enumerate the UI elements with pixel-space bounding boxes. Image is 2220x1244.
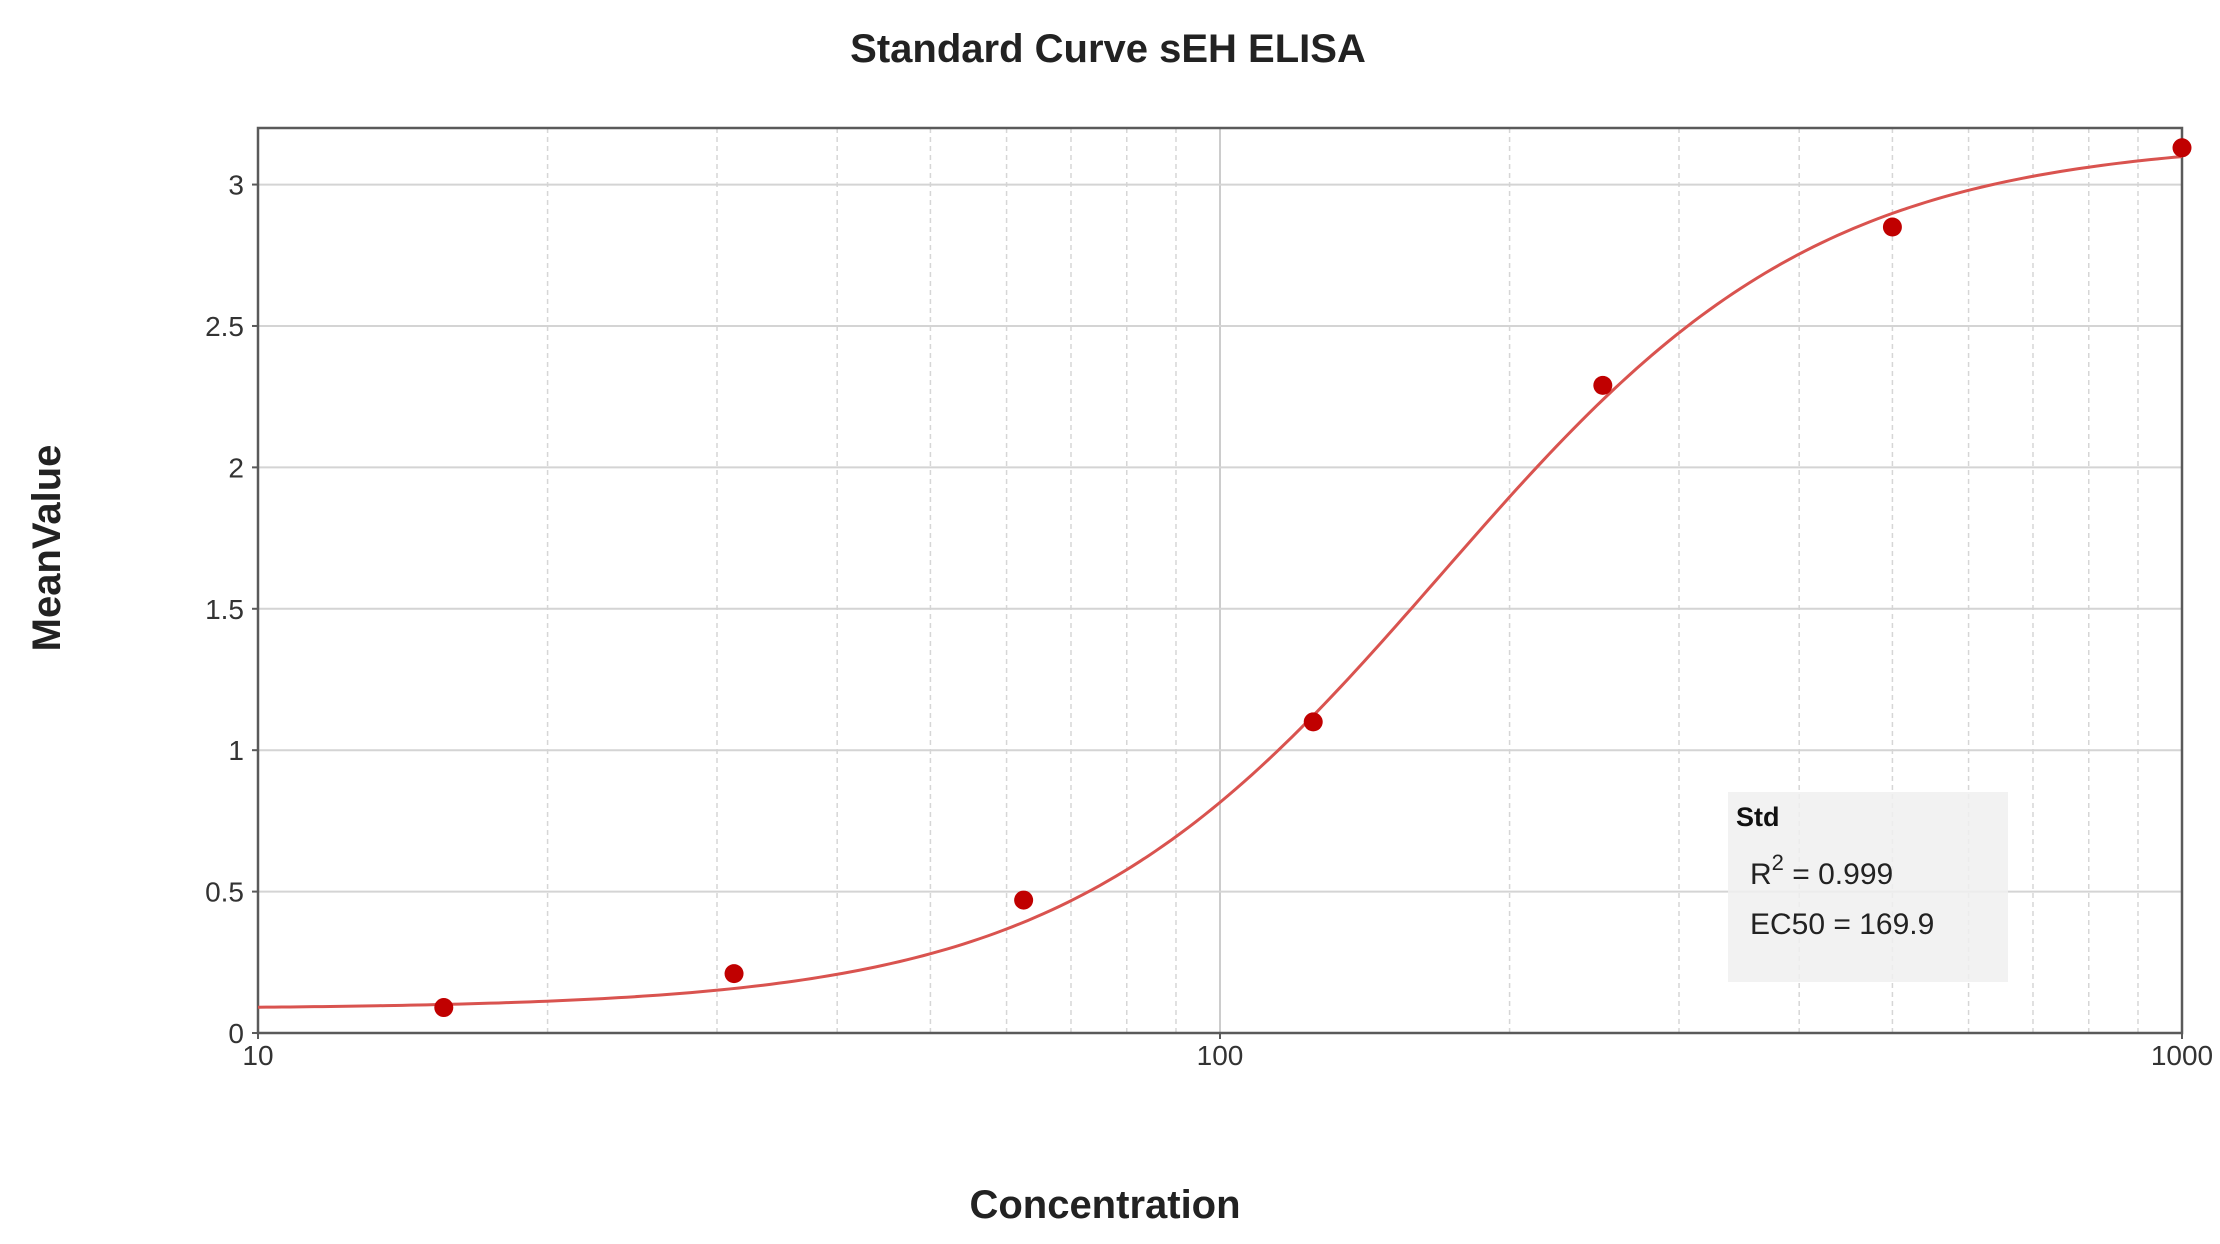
data-point bbox=[1014, 890, 1034, 910]
legend-ec50: EC50 = 169.9 bbox=[1750, 908, 1934, 941]
data-point bbox=[1593, 375, 1613, 395]
x-axis-ticks: 10 100 1000 bbox=[242, 1033, 2213, 1071]
legend-r2-value: = 0.999 bbox=[1784, 858, 1893, 891]
grid-major bbox=[258, 128, 2182, 1033]
legend-title: Std bbox=[1736, 802, 1780, 832]
x-axis-title: Concentration bbox=[969, 1183, 1240, 1227]
legend-r2-label: R bbox=[1750, 858, 1772, 891]
fit-curve bbox=[257, 155, 2183, 1009]
y-axis-title: MeanValue bbox=[25, 445, 69, 652]
y-tick-label: 1.5 bbox=[205, 594, 244, 625]
y-tick-label: 3 bbox=[228, 170, 244, 201]
legend-r2: R2 = 0.999 bbox=[1750, 850, 1893, 891]
chart-title: Standard Curve sEH ELISA bbox=[850, 27, 1366, 71]
data-point bbox=[434, 998, 454, 1018]
data-point bbox=[724, 964, 744, 984]
data-point bbox=[1882, 217, 1902, 237]
y-axis-ticks: 0 0.5 1 1.5 2 2.5 3 bbox=[205, 170, 258, 1049]
legend-box bbox=[1728, 792, 2008, 982]
x-tick-label: 1000 bbox=[2151, 1040, 2213, 1071]
y-tick-label: 1 bbox=[228, 735, 244, 766]
legend: Std R2 = 0.999 EC50 = 169.9 bbox=[1728, 792, 2008, 982]
y-tick-label: 2.5 bbox=[205, 311, 244, 342]
x-tick-label: 10 bbox=[242, 1040, 273, 1071]
data-points bbox=[434, 138, 2192, 1018]
data-point bbox=[2172, 138, 2192, 158]
grid-minor bbox=[546, 128, 2139, 1033]
y-tick-label: 0 bbox=[228, 1018, 244, 1049]
legend-r2-exponent: 2 bbox=[1772, 850, 1784, 875]
y-tick-label: 0.5 bbox=[205, 877, 244, 908]
data-point bbox=[1303, 712, 1323, 732]
y-tick-label: 2 bbox=[228, 452, 244, 483]
x-tick-label: 100 bbox=[1197, 1040, 1244, 1071]
